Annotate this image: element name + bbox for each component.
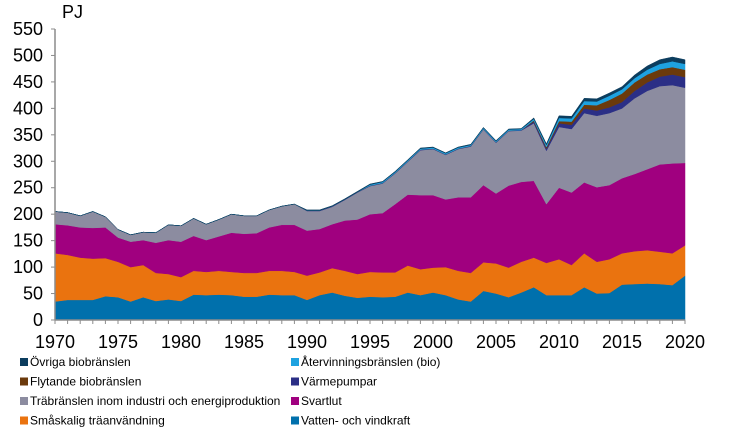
- legend-swatch: [291, 397, 299, 405]
- x-tick-label: 2020: [665, 332, 705, 352]
- legend-item: Träbränslen inom industri och energiprod…: [20, 394, 280, 408]
- legend-item: Övriga biobränslen: [20, 355, 131, 369]
- x-tick-label: 2015: [602, 332, 642, 352]
- legend-label: Svartlut: [301, 394, 342, 408]
- legend-item: Vatten- och vindkraft: [291, 414, 411, 428]
- x-tick-label: 2010: [539, 332, 579, 352]
- x-tick-label: 1980: [161, 332, 201, 352]
- legend-swatch: [291, 358, 299, 366]
- y-tick-label: 500: [13, 45, 43, 65]
- legend-item: Svartlut: [291, 394, 342, 408]
- y-tick-label: 150: [13, 231, 43, 251]
- y-tick-label: 450: [13, 72, 43, 92]
- legend-label: Småskalig träanvändning: [30, 414, 165, 428]
- x-tick-label: 1970: [35, 332, 75, 352]
- legend-item: Småskalig träanvändning: [20, 414, 165, 428]
- y-tick-label: 0: [33, 310, 43, 330]
- areas-layer: [54, 56, 686, 321]
- legend-item: Flytande biobränslen: [20, 375, 141, 389]
- legend-swatch: [291, 416, 299, 425]
- x-tick-label: 2005: [476, 332, 516, 352]
- legend-swatch: [20, 358, 28, 366]
- y-tick-label: 350: [13, 125, 43, 145]
- legend-swatch: [20, 416, 28, 425]
- legend-label: Värmepumpar: [301, 375, 377, 389]
- x-tick-label: 1985: [224, 332, 264, 352]
- legend-label: Flytande biobränslen: [30, 375, 141, 389]
- legend-label: Återvinningsbränslen (bio): [301, 354, 440, 369]
- y-tick-label: 400: [13, 98, 43, 118]
- y-tick-label: 250: [13, 178, 43, 198]
- legend-item: Återvinningsbränslen (bio): [291, 354, 440, 369]
- y-tick-label: 550: [13, 19, 43, 39]
- area-series-7: [54, 56, 686, 236]
- y-tick-label: 300: [13, 151, 43, 171]
- legend-label: Vatten- och vindkraft: [301, 414, 411, 428]
- legend-swatch: [291, 377, 299, 386]
- legend-label: Övriga biobränslen: [30, 355, 131, 369]
- axes-layer: 0 50 100 150 200 250 300 350 400 450 500 550 1970 197…: [13, 19, 705, 352]
- legend-item: Värmepumpar: [291, 375, 377, 389]
- y-axis-unit-label: PJ: [62, 2, 83, 22]
- x-tick-label: 1995: [350, 332, 390, 352]
- y-tick-label: 50: [23, 284, 43, 304]
- legend-label: Träbränslen inom industri och energiprod…: [30, 394, 280, 408]
- x-tick-label: 1990: [287, 332, 327, 352]
- y-tick-label: 100: [13, 257, 43, 277]
- x-tick-label: 1975: [98, 332, 138, 352]
- legend-swatch: [20, 397, 28, 405]
- x-tick-label: 2000: [413, 332, 453, 352]
- legend-swatch: [20, 377, 28, 386]
- legend: Övriga biobränslen Återvinningsbränslen (…: [20, 354, 440, 428]
- y-tick-label: 200: [13, 204, 43, 224]
